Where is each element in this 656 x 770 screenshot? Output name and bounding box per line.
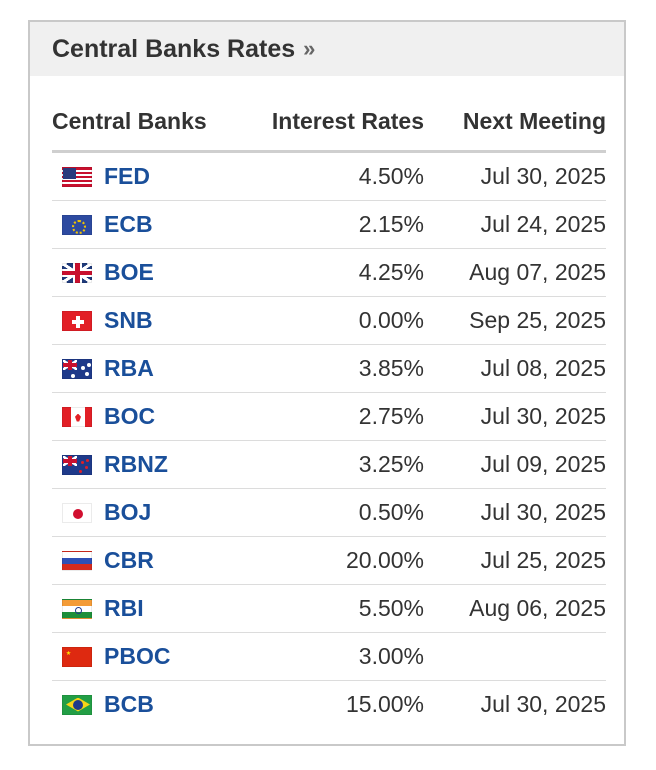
bank-link[interactable]: ECB: [104, 211, 153, 237]
bank-cell: RBI: [52, 595, 266, 622]
central-banks-rates-widget: Central Banks Rates » Central Banks Inte…: [28, 20, 626, 746]
new-zealand-flag-icon: [62, 454, 92, 475]
japan-flag-icon: [62, 502, 92, 523]
table-row: BOJ 0.50% Jul 30, 2025: [52, 489, 606, 537]
china-flag-icon: [62, 646, 92, 667]
interest-rate: 15.00%: [345, 691, 424, 717]
interest-rate: 4.25%: [358, 259, 424, 285]
interest-rate: 4.50%: [358, 163, 424, 189]
bank-cell: BOE: [52, 259, 266, 286]
brazil-flag-icon: [62, 694, 92, 715]
canada-flag-icon: [62, 406, 92, 427]
bank-link[interactable]: RBA: [104, 355, 154, 381]
table-row: BOC 2.75% Jul 30, 2025: [52, 393, 606, 441]
bank-link[interactable]: FED: [104, 163, 150, 189]
interest-rate: 0.00%: [358, 307, 424, 333]
interest-rate: 3.25%: [358, 451, 424, 477]
bank-cell: RBA: [52, 355, 266, 382]
bank-link[interactable]: RBI: [104, 595, 144, 621]
australia-flag-icon: [62, 358, 92, 379]
table-row: RBNZ 3.25% Jul 09, 2025: [52, 441, 606, 489]
bank-link[interactable]: BCB: [104, 691, 154, 717]
table-header: Central Banks Interest Rates Next Meetin…: [52, 92, 606, 153]
bank-link[interactable]: BOE: [104, 259, 154, 285]
table-row: SNB 0.00% Sep 25, 2025: [52, 297, 606, 345]
russia-flag-icon: [62, 550, 92, 571]
switzerland-flag-icon: [62, 310, 92, 331]
bank-link[interactable]: CBR: [104, 547, 154, 573]
next-meeting-date: Jul 24, 2025: [480, 211, 606, 237]
next-meeting-date: Jul 30, 2025: [480, 499, 606, 525]
next-meeting-date: Jul 30, 2025: [480, 691, 606, 717]
bank-cell: RBNZ: [52, 451, 266, 478]
bank-link[interactable]: BOC: [104, 403, 156, 429]
table-row: BCB 15.00% Jul 30, 2025: [52, 681, 606, 728]
next-meeting-date: Jul 09, 2025: [480, 451, 606, 477]
widget-title[interactable]: Central Banks Rates: [52, 34, 296, 63]
bank-link[interactable]: PBOC: [104, 643, 171, 669]
bank-link[interactable]: RBNZ: [104, 451, 168, 477]
bank-cell: BCB: [52, 691, 266, 718]
bank-cell: CBR: [52, 547, 266, 574]
bank-cell: BOJ: [52, 499, 266, 526]
table-row: CBR 20.00% Jul 25, 2025: [52, 537, 606, 585]
bank-link[interactable]: BOJ: [104, 499, 152, 525]
interest-rate: 20.00%: [345, 547, 424, 573]
column-header-next-meeting: Next Meeting: [462, 107, 606, 134]
table-row: RBA 3.85% Jul 08, 2025: [52, 345, 606, 393]
interest-rate: 5.50%: [358, 595, 424, 621]
us-flag-icon: [62, 166, 92, 187]
next-meeting-date: Aug 06, 2025: [469, 595, 606, 621]
column-header-central-banks: Central Banks: [52, 107, 207, 134]
interest-rate: 2.75%: [358, 403, 424, 429]
next-meeting-date: Jul 30, 2025: [480, 163, 606, 189]
bank-link[interactable]: SNB: [104, 307, 153, 333]
interest-rate: 0.50%: [358, 499, 424, 525]
bank-cell: PBOC: [52, 643, 266, 670]
table-row: BOE 4.25% Aug 07, 2025: [52, 249, 606, 297]
column-header-interest-rates: Interest Rates: [271, 107, 424, 134]
bank-cell: FED: [52, 163, 266, 190]
widget-header[interactable]: Central Banks Rates »: [30, 22, 624, 76]
next-meeting-date: Sep 25, 2025: [469, 307, 606, 333]
next-meeting-date: Aug 07, 2025: [469, 259, 606, 285]
next-meeting-date: Jul 30, 2025: [480, 403, 606, 429]
interest-rate: 3.85%: [358, 355, 424, 381]
interest-rate: 3.00%: [358, 643, 424, 669]
rates-table: Central Banks Interest Rates Next Meetin…: [52, 92, 606, 728]
bank-cell: BOC: [52, 403, 266, 430]
table-row: FED 4.50% Jul 30, 2025: [52, 153, 606, 201]
next-meeting-date: Jul 08, 2025: [480, 355, 606, 381]
uk-flag-icon: [62, 262, 92, 283]
chevron-right-icon[interactable]: »: [303, 36, 316, 61]
interest-rate: 2.15%: [358, 211, 424, 237]
india-flag-icon: [62, 598, 92, 619]
table-row: RBI 5.50% Aug 06, 2025: [52, 585, 606, 633]
eu-flag-icon: [62, 214, 92, 235]
next-meeting-date: Jul 25, 2025: [480, 547, 606, 573]
bank-cell: ECB: [52, 211, 266, 238]
table-row: PBOC 3.00%: [52, 633, 606, 681]
bank-cell: SNB: [52, 307, 266, 334]
table-row: ECB 2.15% Jul 24, 2025: [52, 201, 606, 249]
